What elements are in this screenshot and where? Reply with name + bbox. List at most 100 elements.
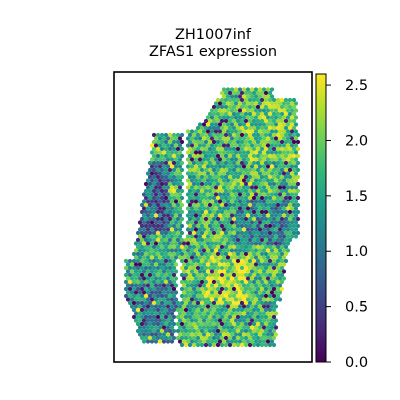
spot (281, 199, 287, 204)
spot (267, 237, 273, 243)
spot (271, 216, 277, 222)
spot (219, 293, 225, 299)
spot (283, 230, 289, 236)
spot (195, 202, 201, 208)
spot (237, 199, 243, 204)
spot (157, 325, 163, 330)
spot (217, 101, 223, 106)
spot (217, 234, 223, 239)
spot (245, 262, 251, 267)
spot (231, 104, 237, 110)
spot (265, 157, 271, 162)
spot (235, 97, 241, 103)
spot (179, 328, 185, 334)
spot (195, 265, 201, 271)
spot (161, 206, 167, 211)
spot (253, 269, 259, 274)
spot (289, 150, 295, 155)
spot (211, 272, 217, 278)
spot (253, 171, 259, 176)
spot (243, 223, 249, 229)
spot (179, 160, 185, 166)
spot (179, 342, 185, 348)
spot (141, 318, 147, 323)
spot (175, 139, 181, 145)
spot (171, 174, 177, 180)
spot (277, 248, 283, 253)
spot (193, 192, 199, 197)
spot (187, 272, 193, 278)
spot (289, 164, 295, 169)
spot (243, 251, 249, 257)
spot (291, 174, 297, 180)
spot (255, 237, 261, 243)
spot (261, 255, 267, 260)
spot (197, 171, 203, 176)
spot (171, 153, 177, 159)
spot (229, 129, 235, 134)
spot (193, 234, 199, 239)
spot (191, 244, 197, 250)
spot (167, 132, 173, 138)
spot (191, 223, 197, 229)
spot (155, 251, 161, 257)
spot (265, 213, 271, 218)
spot (201, 178, 207, 183)
spot (159, 314, 165, 320)
spot (261, 129, 267, 134)
spot (251, 104, 257, 110)
spot (177, 199, 183, 204)
spot (165, 304, 171, 309)
spot (139, 321, 145, 327)
spot (187, 321, 193, 327)
spot (133, 276, 139, 281)
spot (243, 195, 249, 201)
spot (189, 318, 195, 323)
spot (265, 311, 271, 316)
spot (237, 269, 243, 274)
spot (125, 269, 131, 274)
spot (221, 234, 227, 239)
spot (199, 300, 205, 306)
spot (247, 328, 253, 334)
spot (201, 220, 207, 225)
spot (227, 153, 233, 159)
spot (281, 227, 287, 232)
spot (185, 311, 191, 316)
spot (241, 171, 247, 176)
spot (217, 164, 223, 169)
spot (271, 244, 277, 250)
spot (277, 129, 283, 134)
spot (211, 167, 217, 173)
spot (217, 262, 223, 267)
spot (203, 181, 209, 187)
spot (189, 164, 195, 169)
spot (261, 185, 267, 190)
spot (229, 276, 235, 281)
spot (257, 157, 263, 162)
spot (217, 136, 223, 141)
spot (149, 304, 155, 309)
spot (283, 111, 289, 117)
spot (179, 237, 185, 243)
spot (207, 153, 213, 159)
spot (279, 265, 285, 271)
spot (257, 311, 263, 316)
spot (219, 286, 225, 292)
spot (213, 185, 219, 190)
spot (207, 293, 213, 299)
spot (257, 199, 263, 204)
spot (289, 185, 295, 190)
spot (269, 129, 275, 134)
spot (173, 297, 179, 302)
spot (209, 332, 215, 337)
spot (267, 251, 273, 257)
spot (159, 300, 165, 306)
spot (235, 335, 241, 341)
spot (277, 199, 283, 204)
spot (207, 111, 213, 117)
spot (259, 104, 265, 110)
spot (287, 237, 293, 243)
spot (261, 94, 267, 99)
spot (193, 213, 199, 218)
